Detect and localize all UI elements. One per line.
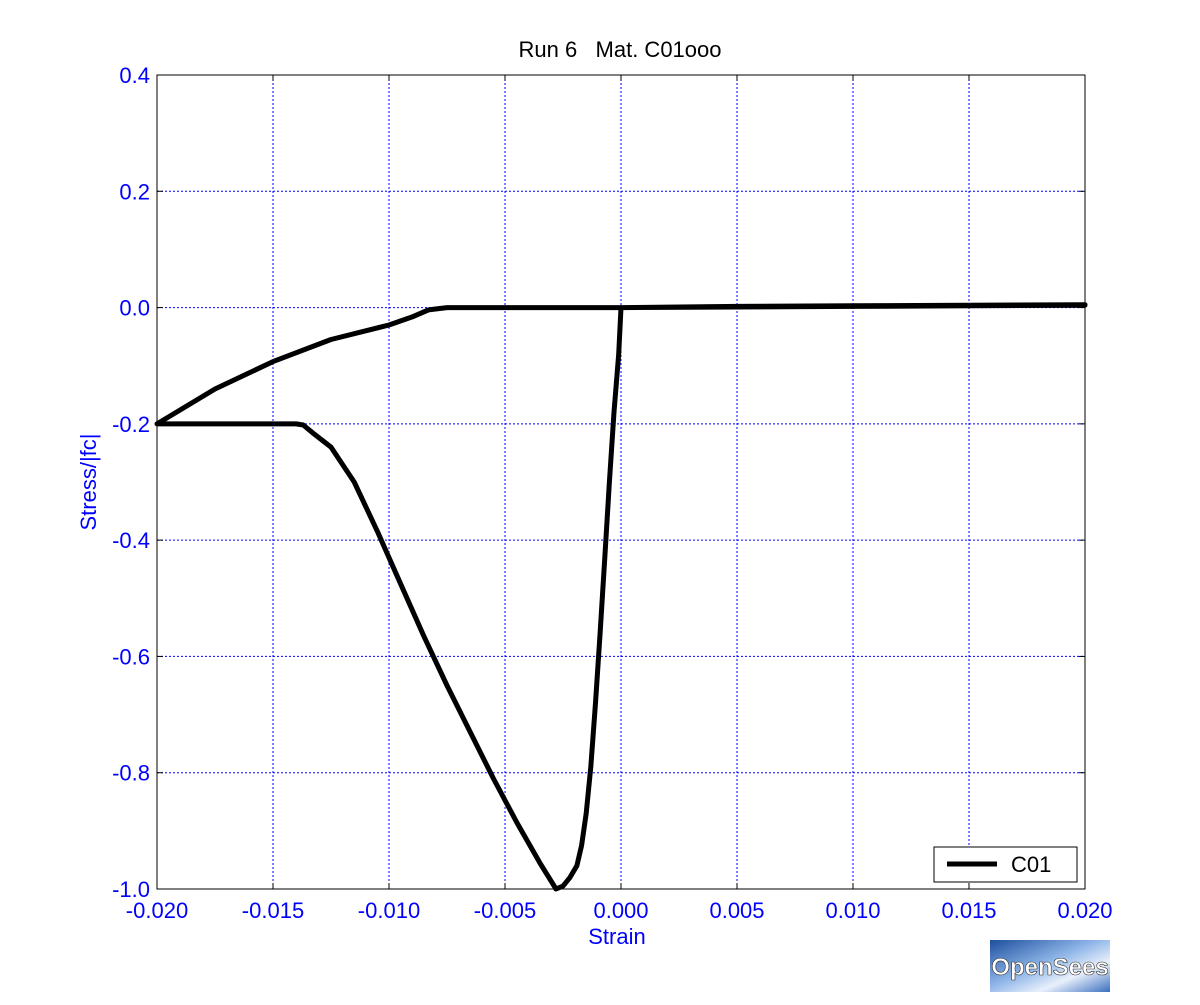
plot-frame xyxy=(156,74,1086,890)
y-tick-label: 0.0 xyxy=(119,296,150,321)
logo-background xyxy=(990,940,1110,992)
x-tick-label: 0.020 xyxy=(1057,898,1112,923)
x-tick-label: -0.005 xyxy=(474,898,536,923)
y-tick-label: -0.6 xyxy=(112,644,150,669)
logo-text: OpenSees xyxy=(991,954,1108,981)
x-tick-label: -0.020 xyxy=(126,898,188,923)
y-tick-label: 0.4 xyxy=(119,63,150,88)
x-tick-label: 0.000 xyxy=(593,898,648,923)
x-axis-label: Strain xyxy=(588,924,645,949)
x-ticks: -0.020 -0.015 -0.010 -0.005 0.000 0.005 0.010 0… xyxy=(126,75,1113,923)
x-tick-label: -0.010 xyxy=(358,898,420,923)
series-lines xyxy=(154,302,1088,892)
plot-area xyxy=(157,75,1085,889)
y-ticks: 0.4 0.2 0.0 -0.2 -0.4 -0.6 -0.8 -1.0 xyxy=(112,63,1085,902)
y-tick-label: -0.2 xyxy=(112,412,150,437)
legend: C01 xyxy=(933,846,1078,883)
y-tick-label: -0.4 xyxy=(112,528,150,553)
y-tick-label: -0.8 xyxy=(112,761,150,786)
y-axis-label: Stress/|fc| xyxy=(76,433,101,530)
x-tick-label: 0.005 xyxy=(709,898,764,923)
x-tick-label: 0.010 xyxy=(825,898,880,923)
y-tick-label: -1.0 xyxy=(112,877,150,902)
x-tick-label: 0.015 xyxy=(941,898,996,923)
x-tick-label: -0.015 xyxy=(242,898,304,923)
y-tick-label: 0.2 xyxy=(119,179,150,204)
legend-label-c01: C01 xyxy=(1011,852,1051,877)
chart-title: Run 6 Mat. C01ooo xyxy=(518,37,721,62)
series-line-c01 xyxy=(154,302,1088,892)
opensees-logo: OpenSees xyxy=(990,940,1110,992)
